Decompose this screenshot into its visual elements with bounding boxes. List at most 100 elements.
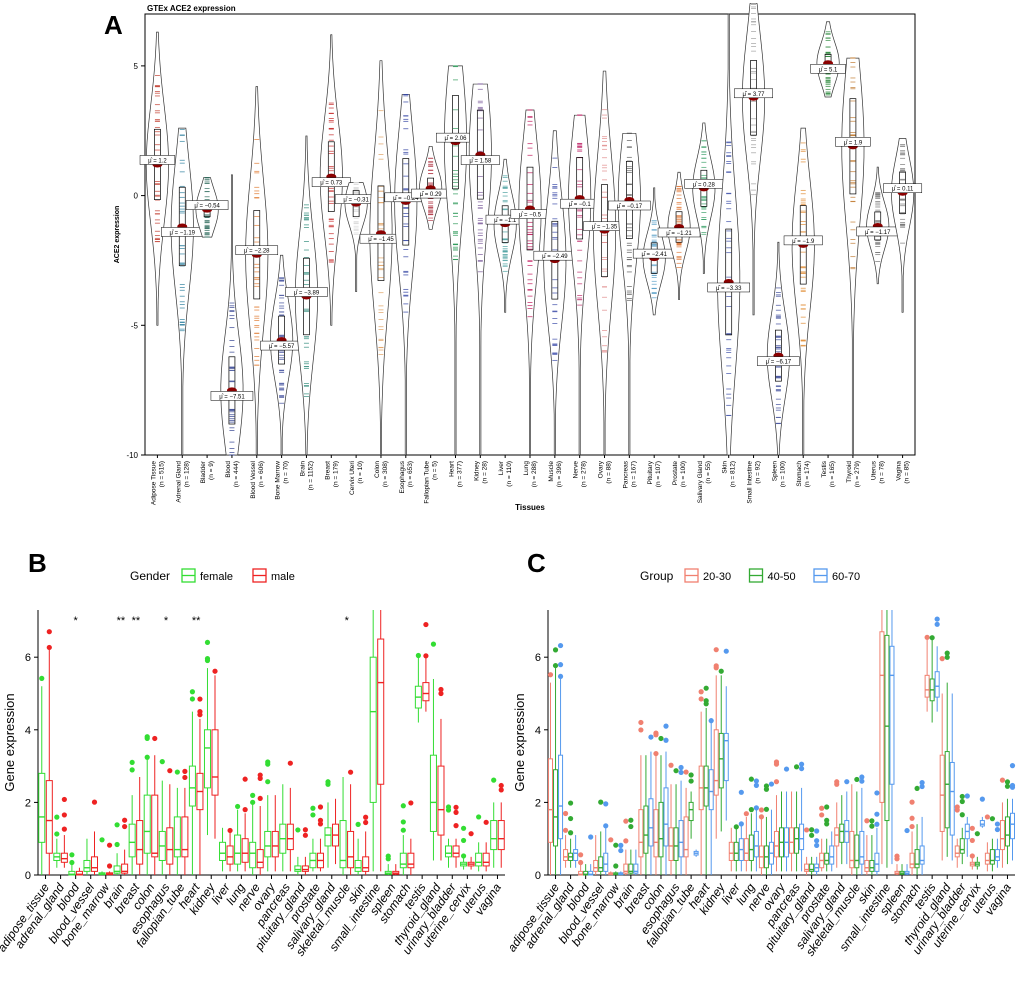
box-iqr bbox=[859, 830, 865, 865]
median-label-box bbox=[460, 155, 500, 165]
box-male bbox=[166, 768, 174, 875]
box-20-30 bbox=[608, 837, 614, 876]
outlier-point bbox=[167, 768, 173, 774]
box-60-70 bbox=[994, 821, 1001, 868]
y-tick-label-c: 4 bbox=[535, 725, 541, 737]
box-20-30 bbox=[984, 814, 990, 872]
outlier-point bbox=[969, 853, 975, 859]
x-tick-n-label-a: (n = 653) bbox=[407, 461, 414, 487]
box-female bbox=[143, 734, 151, 875]
outlier-point bbox=[106, 842, 113, 848]
outlier-point bbox=[257, 775, 263, 781]
outlier-point bbox=[688, 778, 694, 784]
box-iqr bbox=[648, 798, 654, 847]
box-iqr bbox=[90, 856, 99, 872]
box-40-50 bbox=[854, 776, 860, 875]
outlier-point bbox=[738, 789, 744, 795]
box-60-70 bbox=[573, 835, 579, 868]
box-20-30 bbox=[969, 825, 975, 870]
outlier-point bbox=[438, 690, 444, 697]
x-tick-label-a: Ovary bbox=[598, 460, 605, 478]
x-tick-n-label-a: (n = 308) bbox=[382, 461, 389, 487]
significance-marker-b: * bbox=[345, 615, 350, 627]
outlier-point bbox=[567, 830, 574, 836]
outlier-point bbox=[355, 821, 361, 827]
outlier-point bbox=[653, 732, 659, 738]
x-tick-n-label-a: (n = 28) bbox=[481, 461, 488, 484]
x-tick-n-label-a: (n = 165) bbox=[829, 461, 836, 487]
outlier-point bbox=[445, 807, 452, 813]
jitter-points bbox=[552, 157, 558, 361]
outlier-point bbox=[567, 800, 574, 806]
outlier-point bbox=[325, 781, 331, 787]
violin bbox=[493, 158, 517, 313]
x-tick-label-a: Bladder bbox=[200, 460, 207, 483]
outlier-point bbox=[598, 799, 604, 805]
median-label-box bbox=[210, 391, 254, 401]
jitter-points bbox=[179, 128, 185, 332]
box-20-30 bbox=[743, 811, 749, 872]
outlier-point bbox=[317, 817, 324, 823]
box-iqr bbox=[422, 682, 430, 702]
outlier-point bbox=[708, 718, 714, 724]
box-20-30 bbox=[894, 853, 900, 875]
outlier-point bbox=[423, 653, 429, 659]
box-iqr bbox=[884, 634, 890, 822]
box-iqr bbox=[633, 863, 639, 874]
y-tick-label-b: 4 bbox=[25, 725, 31, 737]
box-iqr bbox=[914, 849, 920, 869]
x-tick-n-label-a: (n = 1152) bbox=[307, 461, 314, 490]
box-60-70 bbox=[844, 779, 850, 865]
x-tick-n-label-a: (n = 396) bbox=[556, 461, 563, 487]
outlier-point bbox=[347, 769, 354, 775]
x-tick-label-a: Vagina bbox=[896, 461, 903, 481]
box-40-50 bbox=[583, 864, 589, 876]
box-iqr bbox=[638, 809, 644, 858]
box-40-50 bbox=[778, 791, 785, 872]
y-tick-label-b: 2 bbox=[25, 797, 31, 809]
box-20-30 bbox=[819, 805, 825, 872]
outlier-point bbox=[557, 642, 564, 649]
box-male bbox=[301, 827, 309, 875]
box-female bbox=[399, 803, 407, 875]
box-iqr bbox=[748, 834, 754, 861]
x-tick-n-label-a: (n = 9) bbox=[208, 461, 215, 480]
box-iqr bbox=[623, 863, 629, 874]
box-male bbox=[75, 867, 83, 876]
jitter-points bbox=[850, 57, 856, 270]
outlier-point bbox=[733, 824, 739, 830]
x-tick-n-label-a: (n = 279) bbox=[854, 461, 861, 487]
outlier-point bbox=[909, 799, 915, 805]
median-label-box bbox=[835, 137, 871, 147]
box-male bbox=[482, 819, 490, 872]
box-female bbox=[98, 837, 106, 876]
outlier-point bbox=[703, 701, 709, 707]
box-20-30 bbox=[924, 634, 930, 712]
outlier-point bbox=[144, 754, 150, 760]
box-iqr bbox=[173, 816, 181, 858]
box-iqr bbox=[658, 801, 664, 858]
outlier-point bbox=[498, 787, 504, 793]
box-male bbox=[136, 776, 144, 875]
outlier-point bbox=[713, 647, 719, 653]
legend-c: Group 20-30 40-50 60-70 bbox=[640, 568, 860, 583]
box-iqr bbox=[444, 845, 453, 858]
box-iqr bbox=[181, 816, 189, 858]
box-60-70 bbox=[964, 793, 970, 857]
median-label: μ̂ = −0.54 bbox=[194, 204, 220, 210]
outlier-point bbox=[798, 765, 805, 772]
box-iqr bbox=[68, 870, 76, 876]
box-male bbox=[392, 864, 400, 875]
jitter-points bbox=[279, 277, 285, 404]
median-label: μ̂ = 1.2 bbox=[148, 158, 167, 164]
outlier-point bbox=[773, 779, 780, 785]
x-tick-label-a: Small Intestine bbox=[747, 461, 754, 504]
box-60-70 bbox=[723, 648, 729, 821]
median-label-box bbox=[608, 200, 651, 211]
outlier-point bbox=[663, 737, 669, 743]
box-iqr bbox=[241, 838, 249, 863]
box-iqr bbox=[497, 820, 505, 851]
outlier-point bbox=[814, 828, 820, 834]
median-label: μ̂ = −1.1 bbox=[494, 218, 517, 224]
box-iqr bbox=[324, 827, 332, 847]
